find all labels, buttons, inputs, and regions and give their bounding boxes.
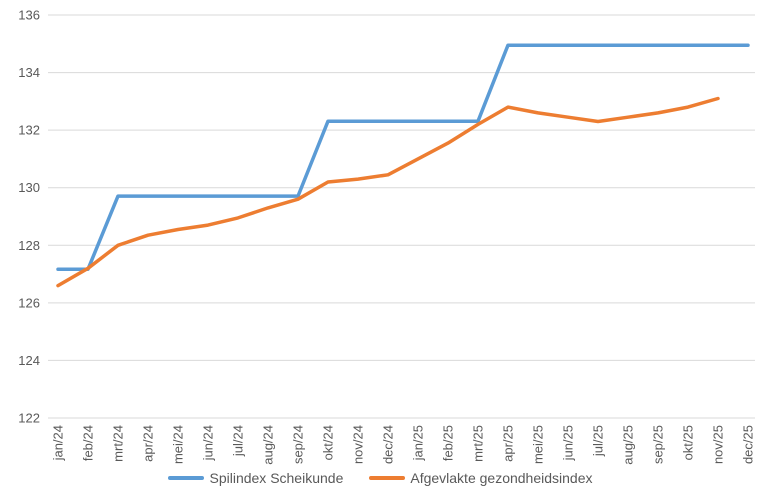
x-tick-label: okt/24 (321, 425, 336, 460)
y-tick-label: 122 (18, 411, 40, 426)
x-tick-label: jun/24 (201, 425, 216, 461)
x-tick-label: jan/25 (411, 425, 426, 461)
legend-item-spilindex-scheikunde[interactable]: Spilindex Scheikunde (168, 470, 343, 486)
x-tick-label: feb/24 (81, 425, 96, 461)
legend-label-spilindex-scheikunde: Spilindex Scheikunde (209, 470, 344, 486)
x-tick-label: apr/24 (141, 425, 156, 462)
x-tick-label: jul/24 (231, 425, 246, 457)
x-tick-label: jul/25 (591, 425, 606, 457)
x-tick-label: jun/25 (561, 425, 576, 461)
series-line-afgevlakte-gezondheidsindex[interactable] (56, 96, 720, 288)
x-tick-label: aug/24 (261, 425, 276, 465)
y-tick-label: 124 (18, 353, 40, 368)
x-tick-label: nov/24 (351, 425, 366, 464)
y-tick-label: 130 (18, 180, 40, 195)
x-tick-label: mei/24 (171, 425, 186, 464)
y-tick-label: 134 (18, 65, 40, 80)
x-tick-label: aug/25 (621, 425, 636, 465)
y-tick-label: 128 (18, 238, 40, 253)
x-tick-label: okt/25 (681, 425, 696, 460)
x-tick-label: nov/25 (711, 425, 726, 464)
x-tick-label: dec/25 (741, 425, 756, 464)
legend-marker-orange-line-icon (369, 476, 406, 480)
x-tick-label: apr/25 (501, 425, 516, 462)
series-line-spilindex-scheikunde[interactable] (56, 43, 750, 271)
x-tick-label: dec/24 (381, 425, 396, 464)
y-tick-label: 126 (18, 295, 40, 310)
x-tick-label: sep/24 (291, 425, 306, 464)
x-tick-label: feb/25 (441, 425, 456, 461)
legend: Spilindex Scheikunde Afgevlakte gezondhe… (0, 467, 761, 489)
legend-label-afgevlakte-gezondheidsindex: Afgevlakte gezondheidsindex (410, 470, 593, 486)
x-tick-label: mrt/25 (471, 425, 486, 462)
legend-item-afgevlakte-gezondheidsindex[interactable]: Afgevlakte gezondheidsindex (369, 470, 593, 486)
x-tick-label: mrt/24 (111, 425, 126, 462)
x-tick-label: jan/24 (51, 425, 66, 461)
legend-marker-blue-line-icon (168, 476, 205, 480)
x-tick-label: mei/25 (531, 425, 546, 464)
y-tick-label: 136 (18, 8, 40, 23)
y-tick-label: 132 (18, 123, 40, 138)
x-tick-label: sep/25 (651, 425, 666, 464)
